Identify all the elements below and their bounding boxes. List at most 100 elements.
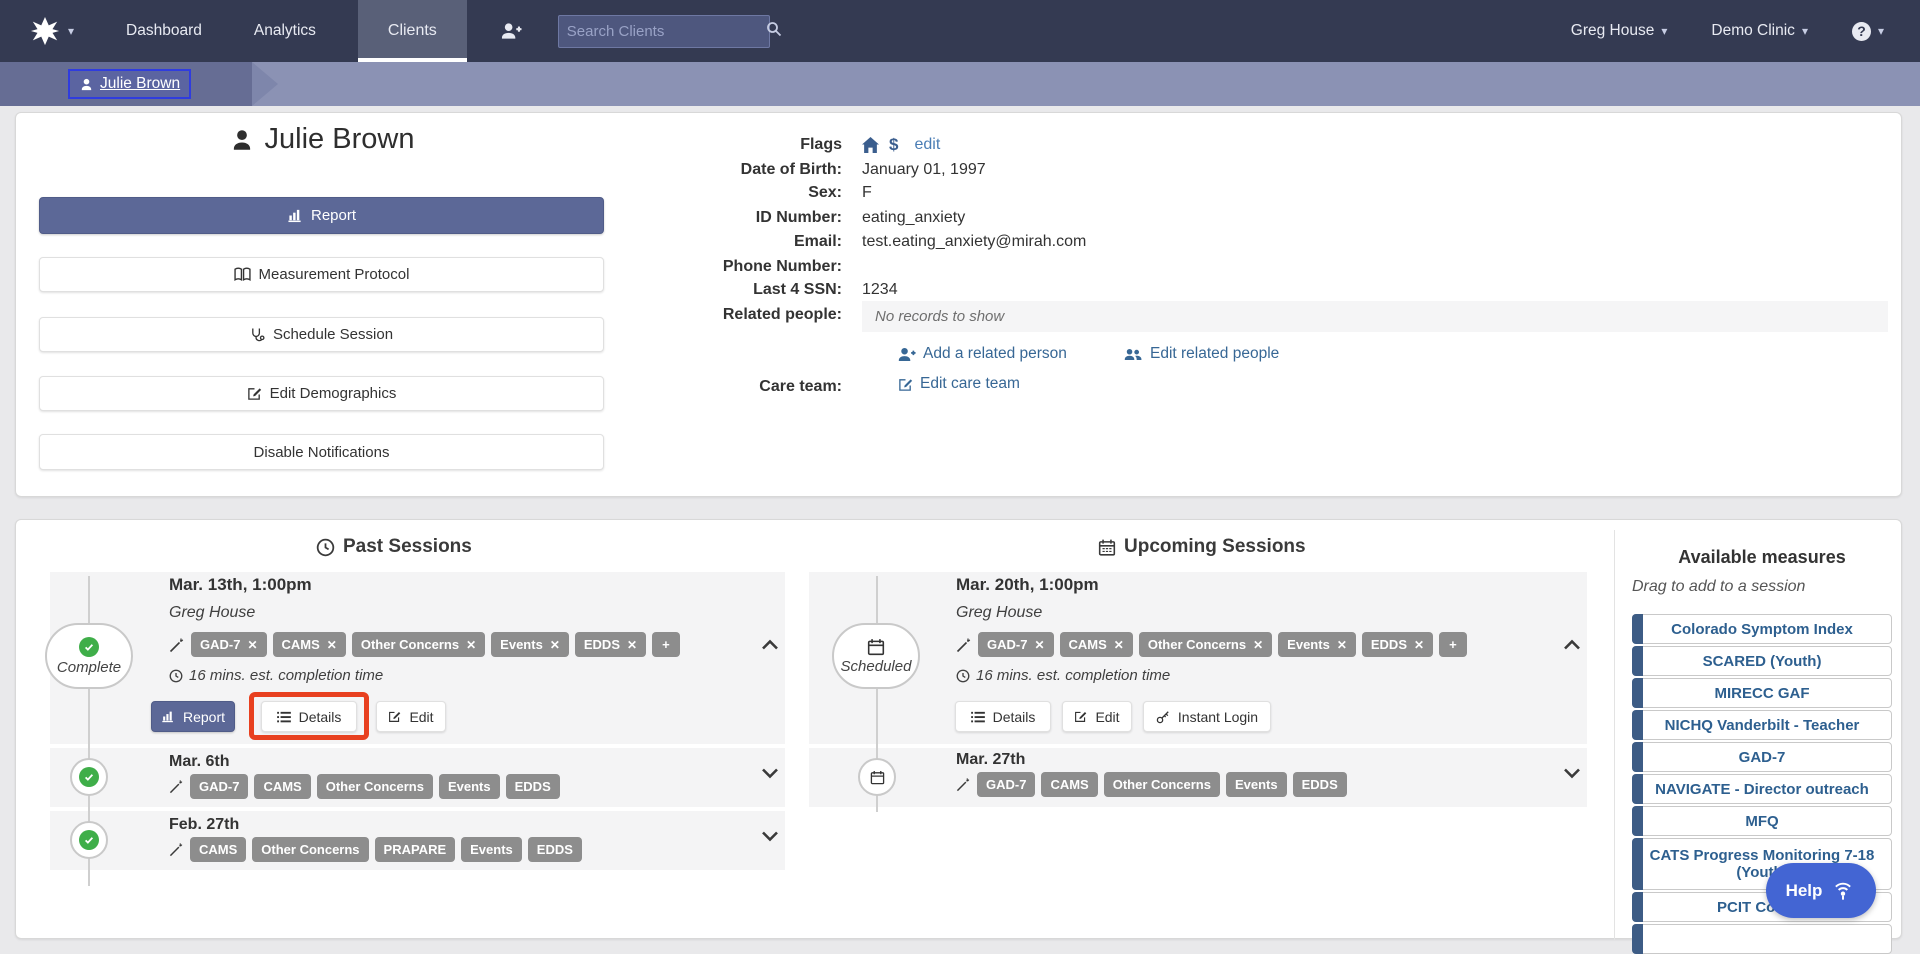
- collapse-chevron-up[interactable]: [761, 638, 779, 656]
- search-icon[interactable]: [766, 21, 782, 42]
- care-team-label: Care team:: [759, 378, 842, 395]
- measure-tag[interactable]: CAMS: [254, 774, 311, 799]
- add-related-person-link[interactable]: Add a related person: [898, 345, 1067, 367]
- measure-tag[interactable]: CAMS ✕: [1059, 632, 1133, 657]
- measure-tag[interactable]: Other Concerns ✕: [1138, 632, 1273, 657]
- measure-tag[interactable]: Events ✕: [491, 632, 569, 657]
- disable-notifications-button[interactable]: Disable Notifications: [39, 434, 604, 470]
- edit-related-people-link[interactable]: Edit related people: [1124, 345, 1279, 367]
- measure-tag[interactable]: Events: [1225, 772, 1287, 797]
- measure-item[interactable]: SCARED (Youth): [1632, 646, 1892, 676]
- clock-icon: [316, 538, 335, 556]
- measure-tag[interactable]: CAMS ✕: [272, 632, 346, 657]
- remove-icon[interactable]: ✕: [1253, 637, 1264, 652]
- session-edit-button[interactable]: Edit: [1062, 701, 1132, 732]
- measure-tag[interactable]: GAD-7 ✕: [191, 632, 267, 657]
- add-measure-button[interactable]: +: [652, 632, 680, 657]
- remove-icon[interactable]: ✕: [466, 637, 477, 652]
- add-client-button[interactable]: [501, 22, 522, 40]
- measure-tag[interactable]: Events: [461, 837, 522, 862]
- measure-tag[interactable]: CAMS: [190, 837, 247, 862]
- magic-wand-icon[interactable]: [956, 777, 971, 792]
- edit-care-team-link[interactable]: Edit care team: [898, 375, 1020, 397]
- remove-icon[interactable]: ✕: [247, 637, 258, 652]
- person-icon: [233, 129, 250, 150]
- measure-tag[interactable]: GAD-7 ✕: [978, 632, 1054, 657]
- measure-tag[interactable]: Other Concerns: [1103, 772, 1220, 797]
- measure-tag[interactable]: EDDS ✕: [1361, 632, 1434, 657]
- add-measure-button[interactable]: +: [1439, 632, 1467, 657]
- nav-tab-clients[interactable]: Clients: [357, 0, 467, 62]
- measure-tag[interactable]: GAD-7: [977, 772, 1036, 797]
- remove-icon[interactable]: ✕: [549, 637, 560, 652]
- measure-tag[interactable]: EDDS: [505, 774, 560, 799]
- measure-tag[interactable]: PRAPARE: [374, 837, 456, 862]
- measure-tag[interactable]: EDDS: [527, 837, 582, 862]
- remove-icon[interactable]: ✕: [1414, 637, 1425, 652]
- remove-icon[interactable]: ✕: [627, 637, 638, 652]
- session-details-button[interactable]: Details: [955, 701, 1051, 732]
- check-circle-icon: [79, 767, 99, 787]
- breadcrumb-arrow: [252, 62, 278, 106]
- expand-chevron-down[interactable]: [761, 766, 779, 784]
- edit-demographics-button[interactable]: Edit Demographics: [39, 376, 604, 411]
- edit-pencil-icon: [247, 388, 261, 400]
- magic-wand-icon[interactable]: [169, 779, 184, 794]
- session-date: Mar. 27th: [956, 751, 1026, 768]
- measure-tag[interactable]: EDDS ✕: [574, 632, 647, 657]
- payment-flag-icon[interactable]: $: [889, 135, 899, 154]
- magic-wand-icon[interactable]: [169, 637, 185, 653]
- search-input[interactable]: [566, 22, 766, 40]
- measure-item[interactable]: NAVIGATE - Director outreach: [1632, 774, 1892, 804]
- brand-menu[interactable]: ▾: [30, 16, 74, 46]
- upcoming-sessions-title-label: Upcoming Sessions: [1124, 536, 1306, 557]
- measure-item[interactable]: NICHQ Vanderbilt - Teacher: [1632, 710, 1892, 740]
- session-status-node-scheduled: Scheduled: [832, 623, 920, 689]
- breadcrumb: Julie Brown: [0, 62, 1920, 106]
- remove-icon[interactable]: ✕: [1113, 637, 1124, 652]
- clinic-menu[interactable]: Demo Clinic ▾: [1711, 22, 1808, 40]
- edit-pencil-icon: [389, 711, 401, 722]
- magic-wand-icon[interactable]: [169, 842, 184, 857]
- measure-item[interactable]: MFQ: [1632, 806, 1892, 836]
- measure-tag[interactable]: Events: [438, 774, 500, 799]
- remove-icon[interactable]: ✕: [326, 637, 337, 652]
- measure-tag[interactable]: GAD-7: [190, 774, 249, 799]
- breadcrumb-patient-link[interactable]: Julie Brown: [68, 69, 192, 99]
- measure-item[interactable]: Colorado Symptom Index: [1632, 614, 1892, 644]
- measure-item[interactable]: MIRECC GAF: [1632, 678, 1892, 708]
- remove-icon[interactable]: ✕: [1336, 637, 1347, 652]
- edit-flags-link[interactable]: edit: [914, 136, 941, 153]
- help-menu[interactable]: ? ▾: [1851, 21, 1884, 41]
- remove-icon[interactable]: ✕: [1034, 637, 1045, 652]
- expand-chevron-down[interactable]: [1563, 766, 1581, 784]
- measure-item[interactable]: GAD-7: [1632, 742, 1892, 772]
- measure-tag[interactable]: Other Concerns: [316, 774, 433, 799]
- session-status-node-complete: Complete: [45, 623, 133, 689]
- session-details-button[interactable]: Details: [261, 701, 357, 732]
- report-button[interactable]: Report: [39, 197, 604, 234]
- calendar-icon: [867, 638, 885, 655]
- help-button[interactable]: Help: [1766, 863, 1876, 918]
- tag-label: Other Concerns: [360, 637, 460, 652]
- session-report-button[interactable]: Report: [151, 701, 235, 732]
- measure-tag[interactable]: Other Concerns ✕: [351, 632, 486, 657]
- user-menu[interactable]: Greg House ▾: [1571, 22, 1668, 40]
- measurement-protocol-button[interactable]: Measurement Protocol: [39, 257, 604, 292]
- measure-tag[interactable]: Other Concerns: [252, 837, 369, 862]
- ssn-label: Last 4 SSN:: [753, 281, 842, 298]
- nav-link-dashboard[interactable]: Dashboard: [126, 22, 202, 39]
- session-edit-button[interactable]: Edit: [376, 701, 446, 732]
- session-clinician: Greg House: [169, 604, 256, 621]
- measure-tag[interactable]: EDDS: [1292, 772, 1347, 797]
- nav-link-analytics[interactable]: Analytics: [253, 22, 316, 39]
- collapse-chevron-up[interactable]: [1563, 638, 1581, 656]
- magic-wand-icon[interactable]: [956, 637, 972, 653]
- measure-tag[interactable]: Events ✕: [1278, 632, 1356, 657]
- ssn-value: 1234: [862, 281, 898, 298]
- home-flag-icon[interactable]: [862, 137, 879, 153]
- schedule-session-button[interactable]: Schedule Session: [39, 317, 604, 352]
- expand-chevron-down[interactable]: [761, 829, 779, 847]
- instant-login-button[interactable]: Instant Login: [1143, 701, 1271, 732]
- measure-tag[interactable]: CAMS: [1041, 772, 1098, 797]
